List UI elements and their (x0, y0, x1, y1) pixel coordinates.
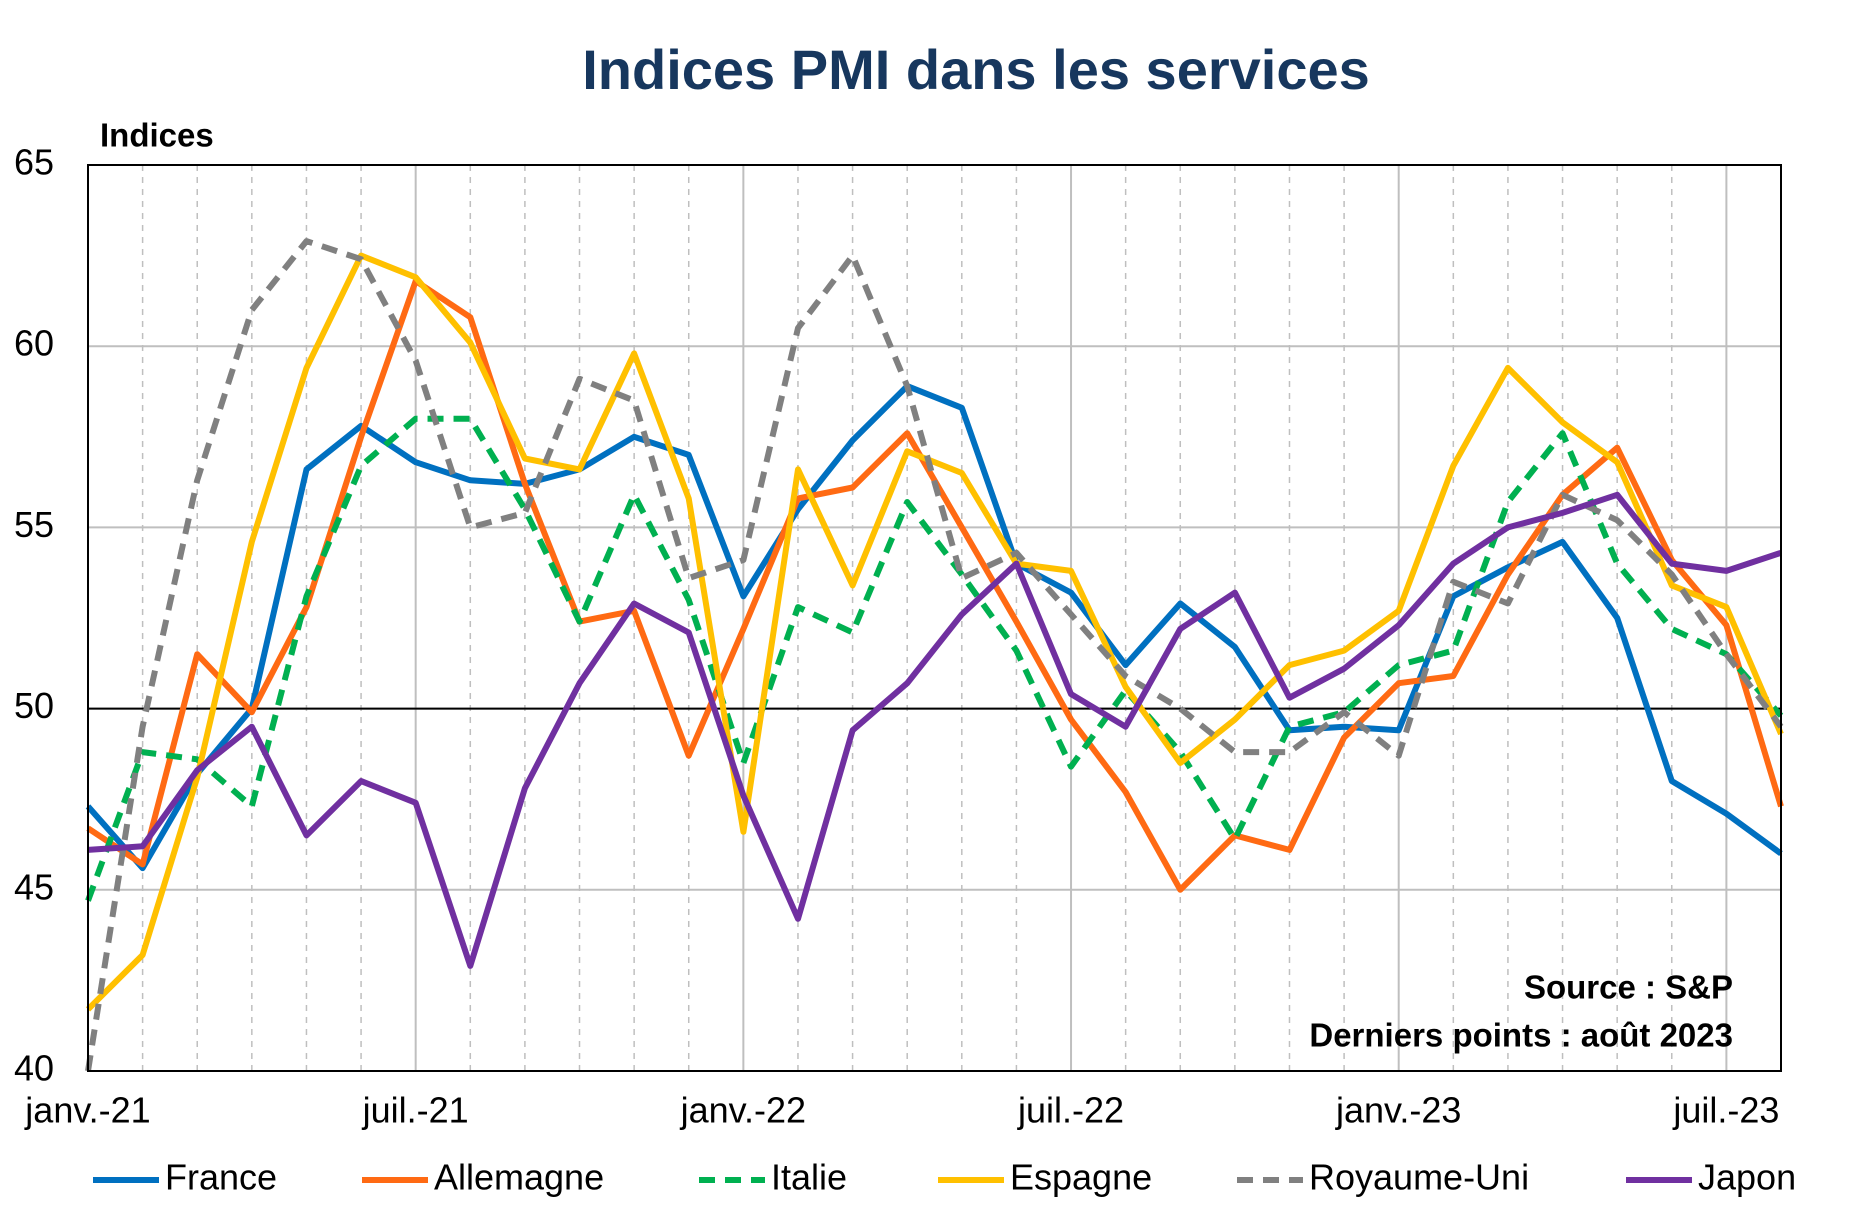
y-axis-label: Indices (100, 117, 214, 154)
series-line (86, 278, 1784, 893)
chart-title: Indices PMI dans les services (582, 38, 1370, 101)
series-line (85, 238, 1784, 1072)
series-line (85, 252, 1784, 1012)
y-tick-label: 65 (14, 142, 54, 183)
y-tick-label: 50 (14, 685, 54, 726)
x-tick-label: juil.-21 (362, 1090, 469, 1131)
y-tick-label: 60 (14, 323, 54, 364)
y-tick-label: 45 (14, 866, 54, 907)
legend-label: Espagne (1010, 1157, 1152, 1198)
annotation: Source : S&P (1524, 969, 1733, 1006)
x-tick-label: juil.-22 (1017, 1090, 1124, 1131)
legend-label: Japon (1698, 1157, 1796, 1198)
annotation: Derniers points : août 2023 (1309, 1017, 1733, 1054)
legend: France Allemagne Italie Espagne Royaume-Uni J… (93, 1157, 1796, 1198)
x-tick-label: juil.-23 (1672, 1090, 1779, 1131)
y-tick-label: 40 (14, 1048, 54, 1089)
series-line (85, 415, 1784, 902)
legend-label: Royaume-Uni (1309, 1157, 1529, 1198)
series-line (87, 491, 1782, 969)
x-tick-label: janv.-23 (1335, 1090, 1461, 1131)
series-line (85, 383, 1783, 872)
lines (85, 238, 1784, 1072)
legend-label: Allemagne (434, 1157, 604, 1198)
y-tick-label: 55 (14, 504, 54, 545)
legend-label: Italie (771, 1157, 847, 1198)
legend-label: France (165, 1157, 277, 1198)
plot-frame (87, 164, 1782, 1072)
x-tick-label: janv.-22 (680, 1090, 806, 1131)
x-tick-label: janv.-21 (24, 1090, 150, 1131)
